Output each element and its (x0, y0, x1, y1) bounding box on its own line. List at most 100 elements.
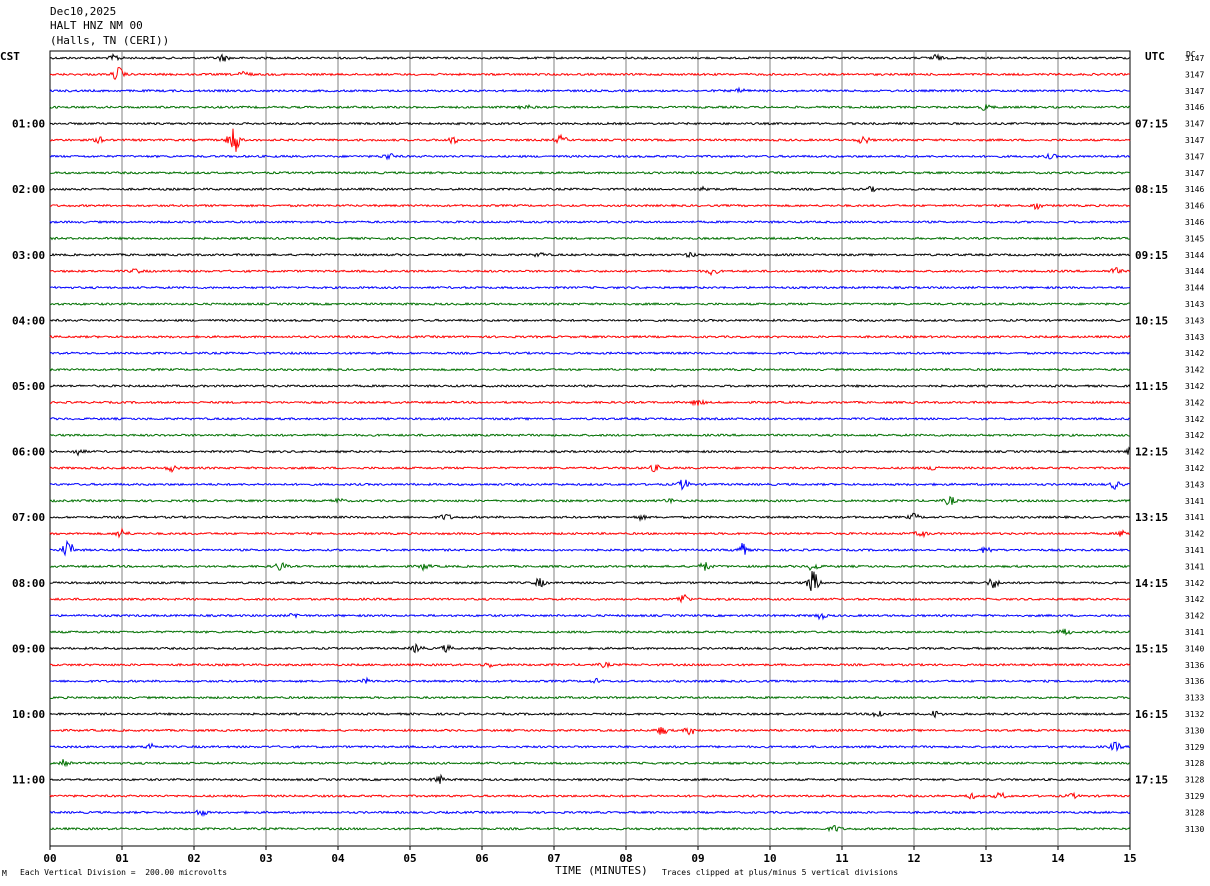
dc-offset-label: 3146 (1185, 218, 1204, 227)
dc-offset-label: 3147 (1185, 120, 1204, 129)
trace-row (49, 628, 1131, 636)
trace-row (49, 318, 1131, 323)
dc-offset-label: 3145 (1185, 234, 1204, 243)
dc-offset-label: 3136 (1185, 677, 1204, 686)
cst-hour-label: 03:00 (12, 249, 45, 262)
right-timezone-label: UTC (1145, 50, 1165, 63)
trace-row (49, 727, 1131, 736)
trace-row (49, 642, 1131, 654)
scale-note: Each Vertical Division = 200.00 microvol… (20, 868, 228, 877)
dc-offset-label: 3142 (1185, 431, 1204, 440)
trace-row (49, 773, 1131, 784)
trace-row (49, 464, 1131, 474)
trace-row (49, 695, 1131, 700)
dc-offset-label: 3142 (1185, 612, 1204, 621)
trace-row (49, 86, 1130, 94)
dc-offset-label: 3143 (1185, 316, 1204, 325)
utc-hour-label: 14:15 (1135, 577, 1168, 590)
dc-offset-label: 3128 (1185, 776, 1204, 785)
dc-offset-label: 3128 (1185, 808, 1204, 817)
dc-offset-label: 3147 (1185, 136, 1204, 145)
cst-hour-label: 10:00 (12, 708, 45, 721)
dc-offset-label: 3142 (1185, 464, 1204, 473)
x-tick-label: 06 (475, 852, 489, 865)
dc-offset-label: 3141 (1185, 562, 1204, 571)
trace-row (50, 251, 1131, 259)
dc-offset-label: 3142 (1185, 398, 1204, 407)
utc-hour-label: 11:15 (1135, 380, 1168, 393)
dc-offset-label: 3147 (1185, 169, 1204, 178)
trace-row (49, 128, 1131, 152)
plot-frame (49, 50, 1131, 847)
dc-offset-label: 3144 (1185, 267, 1204, 276)
dc-offset-label: 3141 (1185, 628, 1204, 637)
x-tick-label: 08 (619, 852, 632, 865)
trace-row (49, 170, 1131, 175)
dc-offset-label: 3141 (1185, 497, 1204, 506)
cst-hour-label: 01:00 (12, 118, 45, 131)
trace-row (49, 571, 1131, 592)
trace-row (49, 66, 1131, 81)
utc-hour-label: 15:15 (1135, 642, 1168, 655)
x-tick-label: 09 (691, 852, 704, 865)
x-tick-label: 00 (43, 852, 56, 865)
trace-row (49, 267, 1131, 277)
dc-offset-label: 3142 (1185, 349, 1204, 358)
trace-row (49, 539, 1130, 557)
dc-offset-label: 3144 (1185, 251, 1204, 260)
dc-offset-label: 3143 (1185, 480, 1204, 489)
trace-row (49, 152, 1131, 161)
dc-offset-label: 3147 (1185, 152, 1204, 161)
trace-row (49, 809, 1131, 817)
trace-row (49, 495, 1131, 506)
utc-hour-label: 17:15 (1135, 774, 1168, 787)
utc-hour-label: 12:15 (1135, 446, 1168, 459)
dc-offset-label: 3146 (1185, 185, 1204, 194)
clip-note: Traces clipped at plus/minus 5 vertical … (662, 868, 899, 877)
utc-hour-label: 08:15 (1135, 183, 1168, 196)
x-tick-label: 15 (1123, 852, 1136, 865)
dc-offset-label: 3133 (1185, 694, 1204, 703)
x-tick-label: 01 (115, 852, 129, 865)
dc-offset-label: 3146 (1185, 103, 1204, 112)
trace-row (49, 433, 1131, 438)
dc-offset-label: 3140 (1185, 644, 1204, 653)
trace-row (49, 741, 1131, 752)
dc-offset-label: 3132 (1185, 710, 1204, 719)
trace-row (49, 612, 1131, 621)
x-tick-label: 12 (907, 852, 920, 865)
utc-hour-label: 07:15 (1135, 118, 1168, 131)
trace-row (49, 593, 1131, 604)
trace-row (50, 512, 1131, 522)
trace-row (49, 302, 1131, 306)
trace-row (49, 185, 1130, 193)
trace-row (49, 52, 1131, 63)
dc-offset-label: 3142 (1185, 415, 1204, 424)
dc-offset-label: 3142 (1185, 382, 1204, 391)
dc-offset-label: 3144 (1185, 284, 1204, 293)
dc-offset-label: 3142 (1185, 595, 1204, 604)
dc-offset-label: 3147 (1185, 87, 1204, 96)
trace-row (49, 676, 1131, 684)
x-tick-label: 04 (331, 852, 345, 865)
x-tick-label: 10 (763, 852, 776, 865)
dc-offset-label: 3147 (1185, 70, 1204, 79)
trace-row (49, 759, 1131, 768)
trace-row (49, 203, 1131, 211)
dc-offset-label: 3142 (1185, 366, 1204, 375)
trace-row (49, 562, 1131, 572)
trace-row (49, 351, 1131, 356)
dc-offset-label: 3143 (1185, 300, 1204, 309)
trace-row (49, 367, 1131, 372)
x-tick-label: 11 (835, 852, 849, 865)
dc-offset-label: 3129 (1185, 792, 1204, 801)
trace-row (49, 479, 1131, 491)
trace-row (49, 121, 1131, 126)
dc-offset-label: 3143 (1185, 333, 1204, 342)
dc-offset-label: 3142 (1185, 530, 1204, 539)
dc-offset-label: 3147 (1185, 54, 1204, 63)
x-tick-label: 05 (403, 852, 416, 865)
cst-hour-label: 11:00 (12, 774, 45, 787)
dc-offset-label: 3130 (1185, 726, 1204, 735)
